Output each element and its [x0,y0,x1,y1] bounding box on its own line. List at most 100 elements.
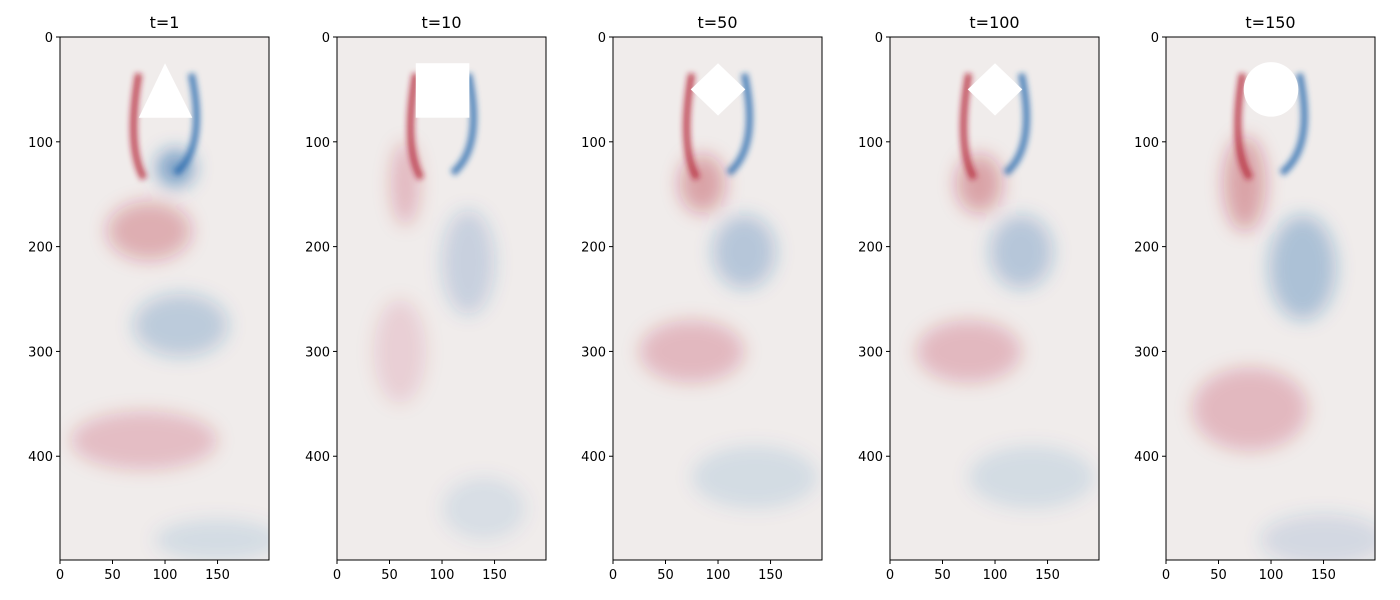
negative-vortex [1260,513,1375,560]
axes-frame [336,36,547,561]
negative-vortex [154,519,269,560]
y-tick-label: 300 [28,345,53,360]
x-tick-label: 50 [1210,568,1227,583]
y-tick-label: 300 [305,345,330,360]
panel-title: t=1 [150,13,180,32]
x-tick-label: 150 [1311,568,1336,583]
axes-frame [59,36,270,561]
y-tick-label: 200 [1134,241,1159,256]
negative-vortex [1268,215,1337,320]
positive-vortex [107,201,192,261]
negative-vortex [442,477,527,541]
positive-shear-layer [130,73,148,181]
x-tick-label: 0 [333,568,341,583]
panel-2: t=10 0 100 200 300 400 0 50 100 150 [305,13,547,583]
axes-frame [612,36,823,561]
x-tick-label: 50 [381,568,398,583]
diamond-obstacle [690,63,746,116]
y-tick-label: 200 [305,241,330,256]
y-tick-label: 300 [581,345,606,360]
y-tick-label: 0 [875,31,883,46]
panel-title: t=150 [1245,13,1295,32]
vorticity-field [1192,62,1375,560]
negative-shear-layer [173,72,200,176]
vorticity-field [373,63,527,541]
y-tick-label: 400 [1134,450,1159,465]
x-tick-label: 150 [758,568,783,583]
y-tick-label: 200 [581,241,606,256]
x-tick-label: 0 [1162,568,1170,583]
vorticity-field [70,63,269,560]
x-tick-label: 150 [1035,568,1060,583]
y-tick-label: 300 [858,345,883,360]
x-tick-label: 0 [609,568,617,583]
vorticity-field [639,63,818,509]
y-tick-label: 400 [581,450,606,465]
x-tick-label: 50 [657,568,674,583]
positive-shear-layer [1234,73,1254,181]
y-tick-label: 200 [858,241,883,256]
negative-vortex [989,215,1053,289]
panel-1: t=1 0 100 200 300 400 0 50 100 150 [28,13,270,583]
x-tick-label: 150 [205,568,230,583]
panel-4: t=100 0 100 200 300 400 0 50 100 150 [858,13,1100,583]
y-tick-label: 0 [322,31,330,46]
panel-title: t=100 [969,13,1019,32]
positive-vortex [1192,367,1308,451]
negative-vortex [133,293,229,357]
y-tick-label: 300 [1134,345,1159,360]
y-tick-label: 200 [28,241,53,256]
negative-vortex [691,445,818,509]
y-tick-label: 100 [305,136,330,151]
negative-shear-layer [1003,72,1030,176]
diamond-obstacle [967,63,1023,116]
x-tick-label: 0 [886,568,894,583]
x-tick-label: 50 [104,568,121,583]
negative-shear-layer [1279,72,1308,177]
x-tick-label: 0 [56,568,64,583]
axes-frame [889,36,1100,561]
positive-vortex [639,319,745,383]
x-tick-label: 100 [1259,568,1284,583]
positive-shear-layer [960,73,978,181]
positive-vortex [916,319,1022,383]
axes-frame [1165,36,1376,561]
panel-5: t=150 0 100 200 300 400 0 50 100 150 [1134,13,1376,583]
negative-shear-layer [726,72,753,176]
field-background [1166,37,1375,560]
y-tick-label: 0 [45,31,53,46]
positive-vortex [70,411,218,470]
positive-vortex [679,154,726,214]
y-tick-label: 0 [598,31,606,46]
negative-vortex [712,215,776,289]
x-tick-label: 100 [430,568,455,583]
x-tick-label: 150 [482,568,507,583]
field-background [337,37,546,560]
negative-vortex [442,209,495,315]
positive-vortex [373,299,427,404]
vorticity-field [916,63,1095,509]
negative-vortex [968,445,1095,509]
y-tick-label: 100 [581,136,606,151]
y-tick-label: 100 [28,136,53,151]
positive-shear-layer [407,73,425,181]
x-tick-label: 50 [934,568,951,583]
panel-3: t=50 0 100 200 300 400 0 50 100 150 [581,13,823,583]
y-tick-label: 400 [28,450,53,465]
triangle-obstacle [138,63,193,118]
panel-title: t=50 [697,13,737,32]
y-tick-label: 0 [1151,31,1159,46]
y-tick-label: 400 [858,450,883,465]
y-tick-label: 100 [1134,136,1159,151]
x-tick-label: 100 [153,568,178,583]
positive-vortex [956,154,1003,214]
y-tick-label: 100 [858,136,883,151]
positive-shear-layer [683,73,701,181]
positive-vortex [1223,136,1266,231]
negative-shear-layer [450,72,477,176]
panel-title: t=10 [421,13,461,32]
circle-obstacle [1243,62,1299,117]
x-tick-label: 100 [706,568,731,583]
x-tick-label: 100 [983,568,1008,583]
